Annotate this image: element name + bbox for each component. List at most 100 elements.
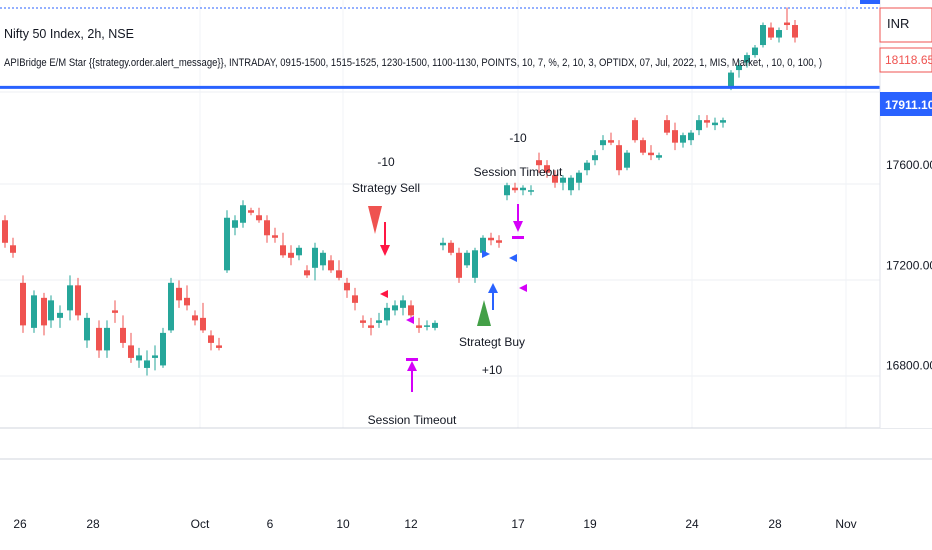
candle-body <box>232 220 238 228</box>
candle <box>176 280 182 308</box>
candle-body <box>784 22 790 26</box>
candle <box>168 277 174 333</box>
candle <box>536 152 542 173</box>
x-tick-label: 6 <box>267 517 274 531</box>
candle-body <box>704 120 710 123</box>
candle <box>208 330 214 351</box>
candle <box>20 275 26 333</box>
x-tick-label: 24 <box>685 517 699 531</box>
candle-body <box>592 155 598 161</box>
candle <box>696 115 702 136</box>
candle-body <box>768 27 774 38</box>
level-price-label: 17911.10 <box>885 98 932 112</box>
candle <box>488 232 494 246</box>
candle <box>512 182 518 193</box>
candle <box>392 300 398 316</box>
candle-body <box>75 285 81 316</box>
x-tick-label: 28 <box>86 517 100 531</box>
candle <box>152 345 158 371</box>
candle-body <box>488 237 494 241</box>
candle-body <box>216 345 222 348</box>
candle <box>304 265 310 278</box>
candle-body <box>144 360 150 368</box>
candle-body <box>472 250 478 278</box>
candle-body <box>104 327 110 351</box>
exit-marker-pink <box>406 316 414 324</box>
sell-triangle-marker <box>368 206 382 234</box>
candle <box>224 210 230 273</box>
candle <box>560 175 566 191</box>
last-price-label: 18118.65 <box>885 53 932 67</box>
candle-body <box>360 320 366 323</box>
candle <box>688 130 694 146</box>
x-tick-label: Nov <box>835 517 856 531</box>
candle <box>608 132 614 146</box>
candle-body <box>2 220 8 243</box>
timeout-top-arrow <box>512 204 524 239</box>
candle <box>632 117 638 143</box>
candle <box>84 312 90 348</box>
candle-body <box>608 140 614 143</box>
candle-body <box>408 305 414 316</box>
buy-label: Strategt Buy <box>459 335 525 349</box>
candle-body <box>392 305 398 311</box>
candle-body <box>272 235 278 238</box>
candle <box>520 185 526 196</box>
candle <box>672 122 678 151</box>
candle <box>648 145 654 161</box>
candle-body <box>224 217 230 271</box>
candle-body <box>328 260 334 271</box>
candle-body <box>20 282 26 326</box>
timeout-bottom-arrow <box>406 358 418 392</box>
candle-body <box>296 247 302 256</box>
strategy-legend[interactable]: APIBridge E/M Star {{strategy.order.aler… <box>4 57 822 69</box>
y-tick-label: 17600.00 <box>886 158 932 172</box>
candle-body <box>67 285 73 311</box>
currency-label: INR <box>887 16 909 31</box>
candle <box>760 22 766 48</box>
candle-body <box>632 120 638 141</box>
candle <box>416 317 422 333</box>
candle-body <box>680 135 686 143</box>
candle <box>352 287 358 311</box>
candle-body <box>416 325 422 328</box>
candle-body <box>31 295 37 328</box>
candle <box>112 300 118 323</box>
candle-body <box>424 325 430 327</box>
candle <box>75 277 81 321</box>
candle <box>464 250 470 268</box>
candle <box>264 215 270 243</box>
x-tick-label: 12 <box>404 517 418 531</box>
candle <box>680 132 686 148</box>
candle <box>184 285 190 311</box>
candle <box>576 170 582 191</box>
sell-qty: -10 <box>377 155 395 169</box>
y-tick-label: 16800.00 <box>886 358 932 372</box>
symbol-title[interactable]: Nifty 50 Index, 2h, NSE <box>4 27 134 41</box>
candle <box>496 235 502 248</box>
candle-body <box>728 72 734 88</box>
candle <box>552 170 558 188</box>
candle <box>528 185 534 196</box>
candle-body <box>792 25 798 38</box>
exit-marker-pink-2 <box>519 284 527 292</box>
candle <box>656 152 662 161</box>
candle <box>256 207 262 223</box>
candle <box>792 20 798 43</box>
candle-body <box>432 322 438 328</box>
candle-body <box>256 215 262 221</box>
candle <box>432 320 438 331</box>
candle <box>280 232 286 258</box>
candle-body <box>248 210 254 213</box>
candle <box>752 45 758 58</box>
candle <box>408 300 414 321</box>
currency-badge[interactable] <box>879 7 932 43</box>
x-tick-label: Oct <box>191 517 210 531</box>
y-tick-label: 17200.00 <box>886 258 932 272</box>
sell-marker-red <box>380 290 388 298</box>
candle <box>424 320 430 331</box>
candle <box>368 317 374 336</box>
grid-lines <box>0 0 880 428</box>
candle-body <box>368 325 374 328</box>
